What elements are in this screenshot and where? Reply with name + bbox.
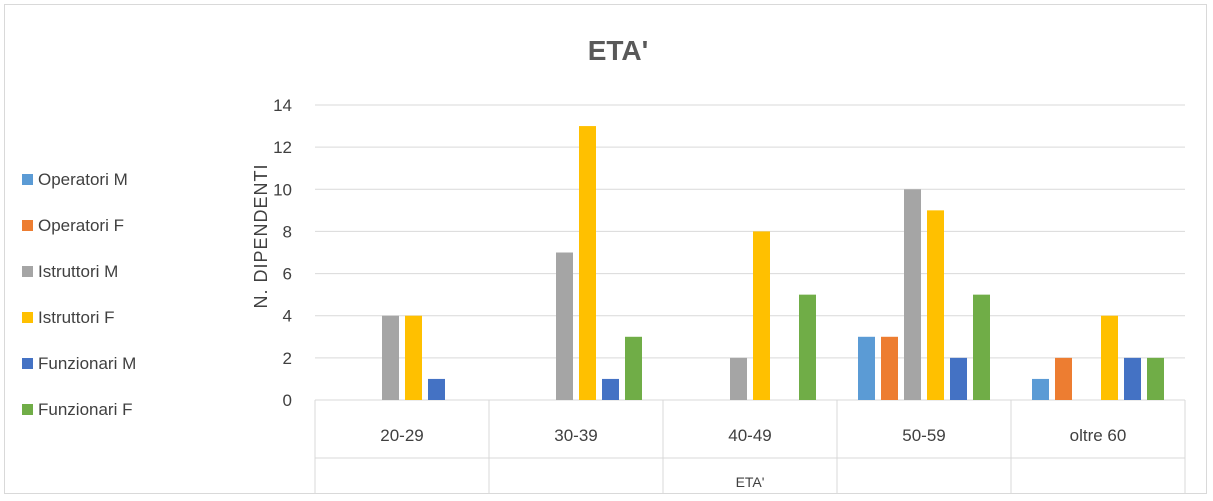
bar: [904, 189, 921, 400]
bar: [556, 252, 573, 400]
chart-frame: [4, 4, 1207, 494]
y-tick-label: 0: [283, 391, 292, 410]
legend: Operatori M Operatori F Istruttori M Istrut…: [22, 168, 136, 444]
x-tick-label: 40-49: [728, 426, 771, 445]
bar: [799, 294, 816, 400]
y-tick-label: 10: [273, 180, 292, 199]
legend-item: Istruttori F: [22, 306, 136, 329]
legend-swatch: [22, 220, 33, 231]
y-tick-label: 12: [273, 138, 292, 157]
bar: [1032, 378, 1049, 400]
bar: [625, 336, 642, 400]
bars: [382, 126, 1164, 401]
y-tick-labels: 0 2 4 6 8 10 12 14: [273, 96, 292, 410]
bar: [405, 315, 422, 400]
bar: [1055, 357, 1072, 400]
y-tick-label: 8: [283, 222, 292, 241]
chart-title: ETA': [588, 35, 649, 66]
bar: [753, 231, 770, 400]
legend-swatch: [22, 404, 33, 415]
legend-item: Funzionari F: [22, 398, 136, 421]
legend-item: Operatori M: [22, 168, 136, 191]
bar: [579, 126, 596, 401]
legend-swatch: [22, 358, 33, 369]
legend-label: Istruttori F: [38, 307, 115, 327]
legend-item: Istruttori M: [22, 260, 136, 283]
bar: [927, 210, 944, 400]
legend-item: Funzionari M: [22, 352, 136, 375]
bar: [1101, 315, 1118, 400]
x-axis-label: ETA': [736, 474, 765, 490]
legend-label: Funzionari F: [38, 399, 133, 419]
y-tick-label: 4: [283, 307, 292, 326]
legend-label: Operatori M: [38, 169, 128, 189]
x-tick-label: 30-39: [554, 426, 597, 445]
legend-label: Operatori F: [38, 215, 124, 235]
bar: [858, 336, 875, 400]
bar: [950, 357, 967, 400]
legend-swatch: [22, 266, 33, 277]
bar: [382, 315, 399, 400]
x-tick-label: 20-29: [380, 426, 423, 445]
legend-swatch: [22, 174, 33, 185]
x-tick-label: 50-59: [902, 426, 945, 445]
bar: [730, 357, 747, 400]
bar: [428, 378, 445, 400]
y-tick-label: 14: [273, 96, 292, 115]
bar: [1124, 357, 1141, 400]
legend-item: Operatori F: [22, 214, 136, 237]
legend-label: Istruttori M: [38, 261, 119, 281]
legend-swatch: [22, 312, 33, 323]
bar: [881, 336, 898, 400]
legend-label: Funzionari M: [38, 353, 137, 373]
bar: [602, 378, 619, 400]
bar: [973, 294, 990, 400]
x-tick-label: oltre 60: [1070, 426, 1127, 445]
y-axis-label: N. DIPENDENTI: [251, 163, 271, 308]
x-tick-labels: 20-29 30-39 40-49 50-59 oltre 60: [380, 426, 1126, 445]
y-tick-label: 2: [283, 349, 292, 368]
y-tick-label: 6: [283, 265, 292, 284]
bar: [1147, 357, 1164, 400]
